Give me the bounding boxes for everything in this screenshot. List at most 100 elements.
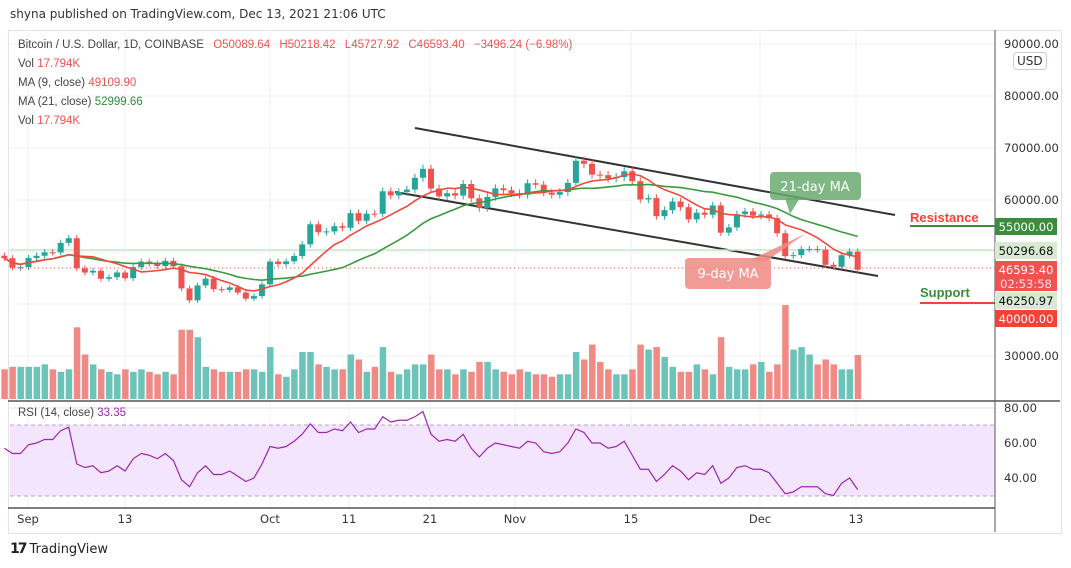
candle[interactable]: [419, 168, 426, 178]
symbol-title[interactable]: Bitcoin / U.S. Dollar, 1D, COINBASE: [18, 39, 204, 51]
vol-legend[interactable]: Vol 17.794K: [18, 58, 81, 70]
ma21-legend[interactable]: MA (21, close) 52999.66: [18, 96, 143, 108]
candle[interactable]: [33, 255, 40, 258]
candle[interactable]: [428, 168, 434, 189]
price-axis[interactable]: 90000.00 80000.00 70000.00 60000.00 30000.00: [1004, 37, 1059, 363]
candle[interactable]: [202, 278, 209, 286]
candle[interactable]: [814, 248, 821, 250]
candle[interactable]: [323, 231, 330, 233]
candle[interactable]: [234, 287, 241, 293]
candle[interactable]: [283, 261, 290, 265]
candle[interactable]: [830, 264, 837, 267]
candle[interactable]: [822, 249, 829, 265]
candle[interactable]: [806, 248, 813, 250]
candle[interactable]: [774, 218, 781, 234]
candle[interactable]: [339, 226, 346, 228]
candle[interactable]: [677, 201, 684, 208]
candle[interactable]: [572, 160, 579, 183]
candle[interactable]: [379, 191, 386, 214]
candle[interactable]: [605, 175, 612, 179]
candle[interactable]: [685, 207, 692, 220]
candle[interactable]: [725, 227, 732, 233]
candle[interactable]: [1, 255, 8, 259]
candle[interactable]: [846, 251, 853, 256]
candle[interactable]: [492, 188, 499, 197]
candle[interactable]: [645, 198, 652, 200]
ma21-callout[interactable]: 21-day MA: [770, 172, 861, 214]
candle[interactable]: [693, 212, 700, 220]
candle[interactable]: [315, 224, 322, 233]
lower-trendline[interactable]: [394, 191, 879, 277]
candle[interactable]: [275, 261, 282, 265]
candle[interactable]: [798, 248, 805, 256]
candle[interactable]: [790, 255, 797, 257]
candle[interactable]: [130, 267, 137, 279]
candle[interactable]: [355, 213, 362, 221]
candle[interactable]: [395, 192, 402, 196]
candle[interactable]: [468, 183, 475, 199]
candle[interactable]: [210, 278, 217, 290]
candle[interactable]: [589, 163, 595, 175]
candle[interactable]: [97, 270, 104, 279]
candle[interactable]: [387, 191, 394, 196]
candle[interactable]: [291, 256, 298, 262]
candle[interactable]: [629, 171, 636, 182]
candle[interactable]: [403, 189, 410, 193]
candle[interactable]: [838, 255, 845, 267]
candle[interactable]: [49, 252, 56, 254]
candle[interactable]: [347, 213, 354, 228]
candle[interactable]: [750, 211, 756, 216]
candle[interactable]: [154, 263, 161, 267]
candle[interactable]: [81, 268, 88, 273]
candle[interactable]: [484, 196, 491, 209]
candle[interactable]: [114, 272, 121, 278]
candle[interactable]: [363, 213, 370, 221]
candle[interactable]: [556, 192, 563, 195]
candle[interactable]: [371, 213, 378, 215]
candle[interactable]: [500, 188, 507, 191]
candle[interactable]: [57, 242, 64, 253]
candle[interactable]: [741, 211, 748, 215]
candle[interactable]: [267, 261, 273, 285]
vol2-legend[interactable]: Vol 17.794K: [18, 115, 81, 127]
candle[interactable]: [178, 266, 185, 289]
candle[interactable]: [73, 238, 80, 269]
candle[interactable]: [597, 174, 604, 176]
candle[interactable]: [548, 192, 555, 195]
candle[interactable]: [65, 238, 72, 243]
candle[interactable]: [637, 181, 644, 200]
candle[interactable]: [17, 267, 24, 269]
candle[interactable]: [508, 190, 515, 194]
candle[interactable]: [258, 284, 265, 297]
candle[interactable]: [250, 296, 257, 299]
candle[interactable]: [299, 244, 306, 257]
candle[interactable]: [661, 210, 668, 217]
tradingview-logo[interactable]: 17 TradingView: [10, 541, 109, 557]
candle[interactable]: [138, 261, 145, 268]
candle[interactable]: [452, 193, 459, 196]
candle[interactable]: [564, 182, 571, 193]
ma9-legend[interactable]: MA (9, close) 49109.90: [18, 77, 137, 89]
candle[interactable]: [621, 171, 628, 178]
candle[interactable]: [242, 292, 249, 299]
candle[interactable]: [186, 288, 193, 301]
upper-trendline[interactable]: [414, 127, 896, 216]
candle[interactable]: [580, 160, 587, 164]
time-axis[interactable]: Sep 13 Oct 11 21 Nov 15 Dec 13: [17, 512, 863, 526]
candle[interactable]: [532, 183, 539, 185]
candle[interactable]: [41, 252, 48, 256]
candle[interactable]: [854, 251, 861, 270]
candle[interactable]: [717, 205, 724, 233]
ma9-callout[interactable]: 9-day MA: [685, 234, 805, 289]
candle[interactable]: [758, 214, 765, 216]
candle[interactable]: [444, 193, 451, 197]
candle[interactable]: [460, 183, 467, 196]
candle[interactable]: [307, 224, 314, 245]
rsi-legend[interactable]: RSI (14, close) 33.35: [18, 407, 127, 419]
candle[interactable]: [733, 214, 740, 228]
candle[interactable]: [331, 226, 338, 232]
currency-button[interactable]: USD: [1013, 52, 1047, 70]
candle[interactable]: [218, 289, 225, 291]
candle[interactable]: [89, 270, 96, 273]
